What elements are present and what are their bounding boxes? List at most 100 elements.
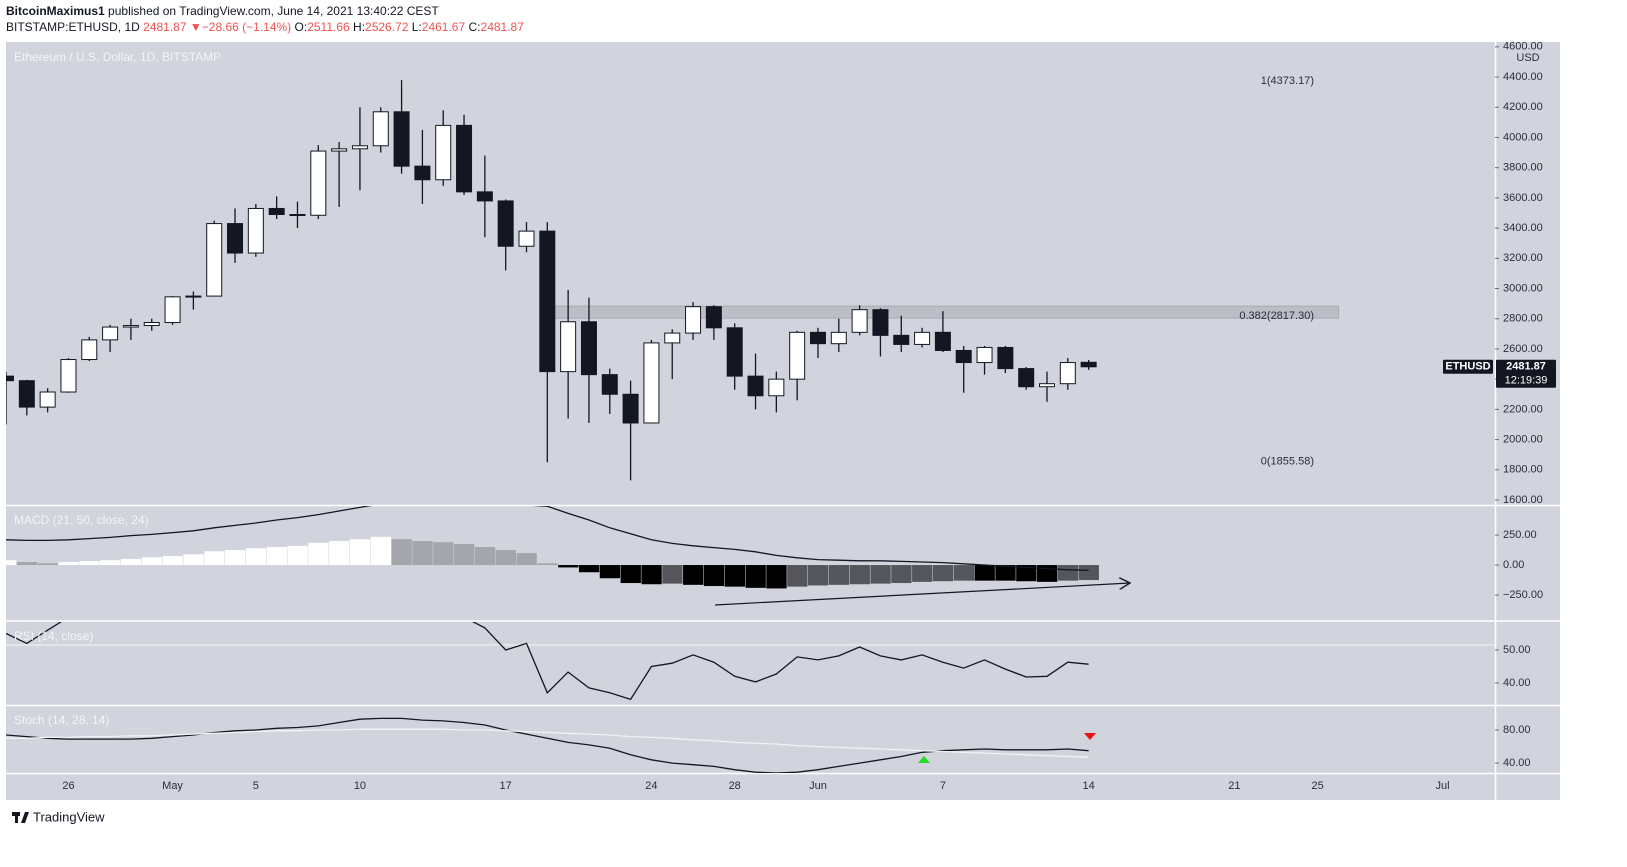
candle-body [268, 207, 285, 216]
candle-body [518, 230, 535, 247]
ohlc-key: H: [353, 20, 365, 34]
candle-body [227, 223, 244, 254]
candle-body [934, 331, 951, 351]
macd-trendline [714, 583, 1130, 606]
macd-histogram-bar [558, 565, 579, 568]
price-tick-label: 2600.00 [1503, 343, 1543, 355]
candle-body [914, 331, 931, 345]
macd-histogram-bar [16, 562, 38, 566]
macd-histogram-bar [1016, 565, 1037, 582]
macd-histogram-bar [391, 539, 412, 566]
macd-histogram-bar [703, 565, 725, 587]
price-tick-label: 2000.00 [1503, 433, 1543, 445]
macd-histogram-bar [620, 565, 641, 584]
candle-body [18, 380, 35, 408]
time-tick-label: Jul [1436, 780, 1450, 792]
candle-body [789, 331, 806, 380]
symbol-tag: ETHUSD [1445, 361, 1490, 373]
macd-histogram-bar [599, 565, 621, 579]
candle-body [539, 230, 556, 373]
candle-body [893, 334, 910, 345]
price-tick-label: 1800.00 [1503, 464, 1543, 476]
pane-title: RSI (14, close) [14, 629, 93, 643]
price-tick-label: 3200.00 [1503, 252, 1543, 264]
macd-histogram-bar [329, 541, 350, 566]
candle-body [643, 342, 660, 424]
macd-histogram-bar [120, 559, 142, 566]
fib-label: 0.382(2817.30) [1239, 310, 1314, 322]
macd-histogram-bar [474, 547, 496, 566]
candle-body [1059, 362, 1076, 385]
candle-body [6, 375, 14, 382]
candle-body [747, 375, 764, 397]
candle-body [60, 359, 77, 393]
price-tick-label: 250.00 [1503, 529, 1537, 541]
macd-histogram-bar [828, 565, 850, 585]
macd-histogram-bar [953, 565, 975, 581]
price-tick-label: 0.00 [1503, 559, 1524, 571]
pane-title: Ethereum / U.S. Dollar, 1D, BITSTAMP [14, 50, 221, 64]
candle-body [372, 111, 389, 147]
time-tick-label: 17 [500, 780, 512, 792]
ohlc-key: L: [412, 20, 422, 34]
macd-histogram-bar [932, 565, 954, 582]
macd-line [6, 506, 1089, 572]
stoch-pane [6, 717, 1089, 773]
candle-body [393, 111, 410, 167]
price-tick-label: 50.00 [1503, 644, 1531, 656]
price-tick-label: 3800.00 [1503, 162, 1543, 174]
candle-body [851, 309, 868, 333]
macd-histogram-bar [162, 556, 183, 566]
arrow: ▼ [190, 20, 202, 34]
price-pane: 1(4373.17) 0.382(2817.30) 0(1855.58) [6, 75, 1339, 481]
time-tick-label: May [162, 780, 183, 792]
ohlc-value: 2481.87 [481, 20, 525, 34]
candle-body [705, 306, 722, 329]
candle-body [122, 325, 139, 328]
buy-marker [918, 756, 930, 763]
macd-histogram-bar [807, 565, 829, 586]
pane-separators [6, 42, 1560, 800]
price-tick-label: 4000.00 [1503, 131, 1543, 143]
time-tick-label: 14 [1083, 780, 1095, 792]
macd-histogram-bar [891, 565, 912, 584]
price-tick-label: 40.00 [1503, 757, 1531, 769]
candle-body [206, 223, 223, 297]
price-tick-label: 4600.00 [1503, 41, 1543, 53]
countdown: 12:19:39 [1505, 375, 1548, 387]
price-tick-label: 2800.00 [1503, 313, 1543, 325]
macd-histogram-bar [79, 561, 100, 566]
price-tick-label: 4400.00 [1503, 71, 1543, 83]
macd-histogram-bar [995, 565, 1016, 581]
change: −28.66 (−1.14%) [202, 20, 291, 34]
candle-body [1039, 383, 1055, 388]
time-tick-label: 21 [1228, 780, 1240, 792]
price-tag-bg [1496, 359, 1556, 388]
candle-body [164, 296, 181, 324]
chart-background [6, 42, 1560, 800]
price-tick-label: 3400.00 [1503, 222, 1543, 234]
indicator-line [6, 717, 1089, 773]
candle-body [1018, 368, 1035, 388]
indicator-line [6, 622, 1089, 701]
candle-body [809, 331, 826, 345]
ohlc-key: O: [295, 20, 308, 34]
candle-body [81, 339, 98, 361]
footer-brand: TradingView [33, 809, 105, 824]
candle-body [289, 214, 306, 217]
price-tick-label: 3000.00 [1503, 282, 1543, 294]
candle-body [601, 374, 618, 395]
macd-histogram-bar [662, 565, 683, 584]
candle-body [955, 349, 972, 364]
macd-histogram-bar [141, 557, 163, 566]
macd-histogram-bar [412, 541, 433, 566]
price-tick-label: −250.00 [1503, 589, 1543, 601]
symbol: BITSTAMP:ETHUSD, 1D [6, 20, 140, 34]
candle-body [580, 321, 597, 376]
candle-body [497, 200, 514, 247]
time-tick-label: 24 [645, 780, 657, 792]
macd-histogram-bar [745, 565, 766, 588]
macd-histogram-bar [266, 547, 287, 566]
macd-histogram-bar [1078, 565, 1099, 581]
